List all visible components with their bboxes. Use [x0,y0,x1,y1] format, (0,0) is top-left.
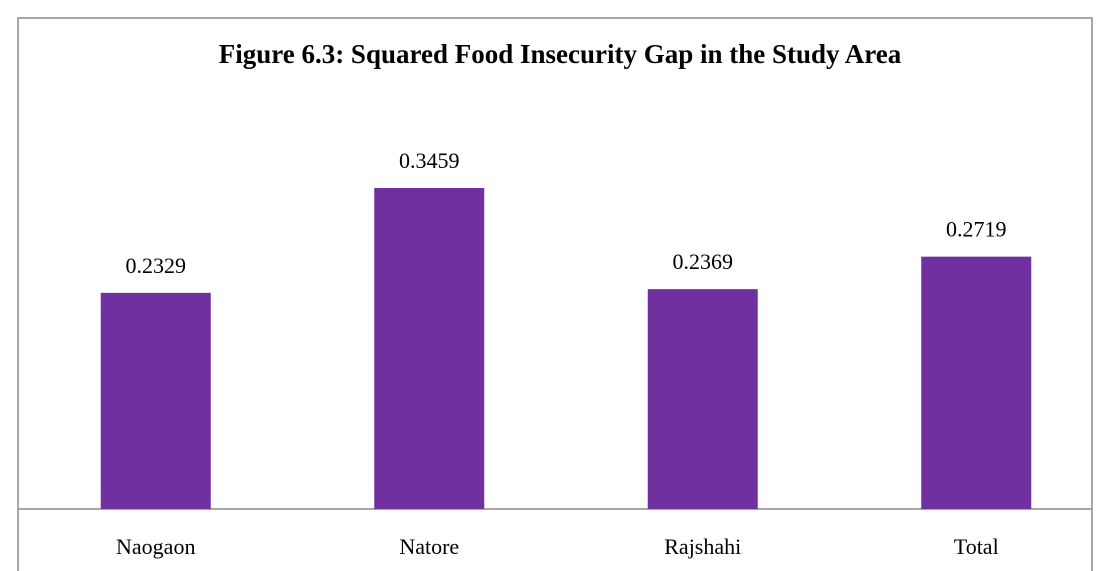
data-label: 0.2369 [673,249,734,274]
x-tick-label: Naogaon [116,534,195,559]
x-tick-label: Total [954,534,999,559]
x-tick-label: Rajshahi [664,534,741,559]
bar [100,292,211,509]
bar [647,289,758,509]
data-label: 0.3459 [399,148,460,173]
bar [921,256,1032,509]
chart-title: Figure 6.3: Squared Food Insecurity Gap … [219,39,902,69]
x-tick-label: Natore [399,534,459,559]
bar [374,188,485,509]
data-label: 0.2329 [126,253,187,278]
data-label: 0.2719 [946,217,1007,242]
